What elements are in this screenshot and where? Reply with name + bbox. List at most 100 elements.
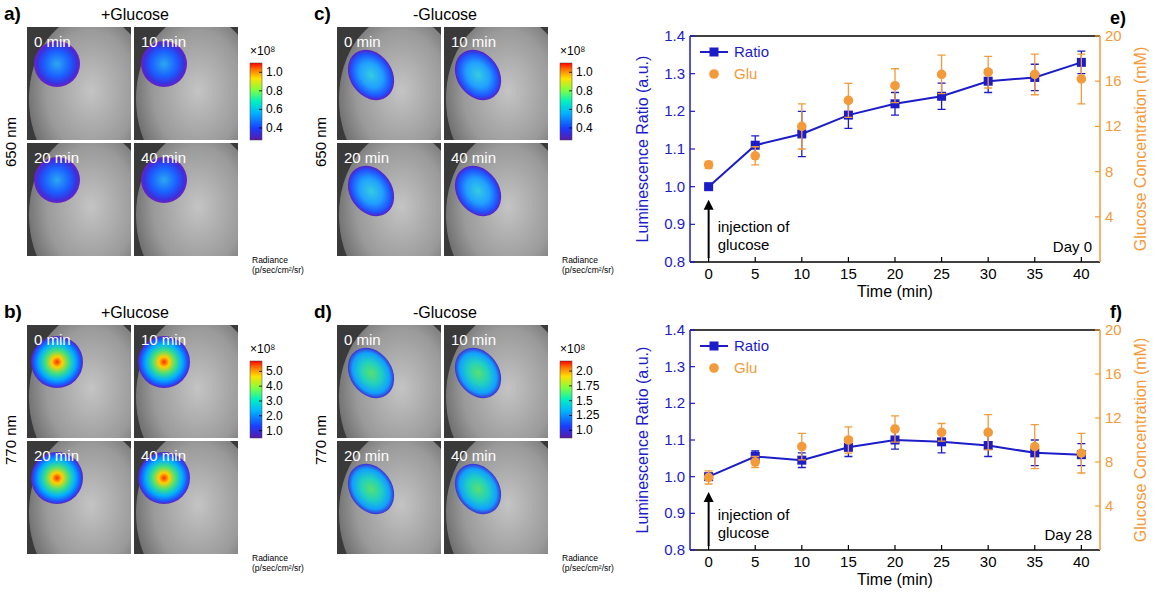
image-tile [134,27,238,140]
y-tick [690,513,695,514]
y-tick [690,329,695,330]
colorbar-title: Radiance(p/sec/cm²/sr) [562,255,614,275]
luminescence-spot [445,157,510,225]
error-bar [1077,54,1085,104]
frame-label: 0 min [34,331,71,348]
x-tick-label: 20 [887,553,904,570]
colorbar [250,361,262,438]
image-tile [27,325,131,438]
y-tick-label: 1.0 [664,468,685,485]
error-bar [984,56,992,88]
x-tick [755,545,756,550]
panel-letter: b) [4,301,22,322]
text-line: injection of [718,218,791,235]
y-tick [690,476,695,477]
colorbar-tick [259,109,262,110]
annotation-arrowhead [704,492,714,502]
panel-title: -Glucose [413,304,477,321]
panel-letter: a) [4,3,21,24]
y2-tick [1095,461,1100,462]
y2-tick [1095,216,1100,217]
y-tick-label: 1.1 [664,140,685,157]
data-point [1077,448,1087,458]
image-panel: b)+Glucose770 nm0 min10 min20 min40 min×… [2,301,304,597]
error-bar [1031,425,1039,469]
data-point [844,435,854,445]
mouse-body [339,143,441,256]
frame-label: 40 min [451,149,496,166]
y2-tick-label: 20 [1105,27,1122,44]
mouse-body [446,27,548,140]
annotation: Day 28 [1044,526,1092,543]
colorbar-tick [259,90,262,91]
colorbar-tick-label: 2.0 [266,409,283,423]
mouse-body [136,143,238,256]
plot-marks [704,415,1086,484]
error-bar [798,433,806,459]
y2-tick-label: 16 [1105,365,1122,382]
text-line: Radiance [252,553,288,563]
x-tick-label: 15 [840,265,857,282]
mouse-body [446,325,548,438]
y2-tick-label: 16 [1105,72,1122,89]
luminescence-spot [338,157,403,225]
annotation-arrowhead [704,200,714,210]
colorbar [250,63,262,140]
panel-title: +Glucose [101,6,169,23]
luminescence-spot [445,41,510,109]
panel-letter: c) [314,3,331,24]
data-point [750,151,760,161]
y2-tick [1095,35,1100,36]
frame-label: 10 min [141,33,186,50]
colorbar-multiplier: ×10⁸ [560,44,585,58]
colorbar-title: Radiance(p/sec/cm²/sr) [562,553,614,573]
x-tick-label: 0 [704,553,712,570]
error-bar [844,427,852,453]
frame-label: 20 min [34,447,79,464]
colorbar-tick [259,415,262,416]
x-tick [894,257,895,262]
error-bar [705,471,713,484]
annotation-arrow [708,208,710,258]
colorbar [560,63,572,140]
image-tile [134,143,238,256]
data-point [983,428,993,438]
image-tile [444,441,548,554]
x-tick-label: 25 [933,265,950,282]
colorbar-tick [259,400,262,401]
y-tick-label: 1.2 [664,102,685,119]
panel-letter: f) [1110,302,1122,322]
error-bar [938,424,946,442]
colorbar-tick-label: 1.5 [576,394,593,408]
frame-label: 0 min [344,331,381,348]
text-line: (p/sec/cm²/sr) [252,265,304,275]
colorbar-tick [259,386,262,387]
colorbar-tick-label: 5.0 [266,364,283,378]
colorbar-tick-label: 1.0 [266,65,283,79]
error-bar [798,104,806,149]
y2-tick [1095,329,1100,330]
data-point [844,96,854,106]
y-tick-label: 1.4 [664,321,685,338]
colorbar-tick-label: 1.75 [576,379,600,393]
colorbar-tick [259,72,262,73]
image-tile [337,143,441,256]
wavelength-label: 770 nm [2,415,19,465]
wavelength-label: 650 nm [2,117,19,167]
y-tick-label: 0.9 [664,504,685,521]
data-point [797,442,807,452]
frame-label: 10 min [141,331,186,348]
y2-tick [1095,126,1100,127]
x-tick [801,257,802,262]
y-axis-title: Luminescence Ratio (a.u.) [634,56,651,243]
x-tick-label: 20 [887,265,904,282]
colorbar-tick-label: 0.6 [266,102,283,116]
y2-tick [1095,505,1100,506]
data-point [1030,70,1040,80]
x-tick-label: 35 [1026,553,1043,570]
text-line: (p/sec/cm²/sr) [562,563,614,573]
x-tick-label: 10 [793,265,810,282]
x-tick [848,257,849,262]
x-tick-label: 10 [793,553,810,570]
y2-tick-label: 8 [1105,163,1113,180]
